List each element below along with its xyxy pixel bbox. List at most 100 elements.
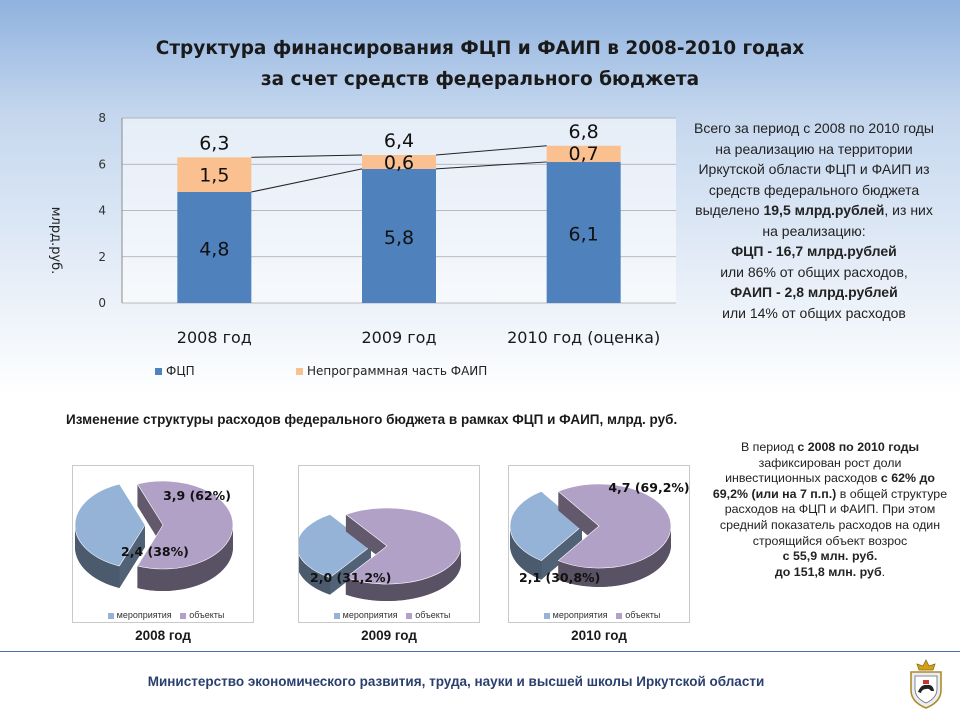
connector-line-fcp	[435, 161, 547, 170]
bar-fcp	[177, 192, 252, 303]
pie-legend: мероприятия объекты	[299, 610, 479, 620]
legend-label-objects: объекты	[415, 610, 451, 620]
pie-slice-events	[509, 491, 583, 580]
pie-slice-top	[299, 514, 372, 578]
legend-label-objects: объекты	[625, 610, 661, 620]
connector-line-total	[435, 145, 547, 156]
pie-data-label: 2,4 (38%)	[121, 544, 189, 559]
stacked-bar-chart: 0 2 4 6 8 млрд.руб. 2008 год 2009 год 2010 год (…	[48, 111, 676, 378]
pie-slice-top	[136, 480, 234, 570]
y-tick-label: 4	[98, 204, 106, 218]
pie-slice-rim	[510, 526, 542, 580]
legend-swatch-events	[543, 612, 550, 619]
pie-slice-wall	[329, 546, 371, 595]
pie-legend: мероприятия объекты	[73, 610, 253, 620]
pie-svg-2010: 2,1 (30,8%) 4,7 (69,2%)	[509, 480, 689, 587]
section-heading: Изменение структуры расходов федеральног…	[66, 412, 678, 427]
pie-slice-rim	[137, 525, 233, 591]
pie-year-label-2010: 2010 год	[571, 628, 627, 643]
data-label-fcp: 5,8	[384, 227, 414, 249]
pie-slice-rim	[558, 526, 671, 587]
pie-slice-wall	[541, 526, 582, 580]
data-label-fcp: 6,1	[569, 223, 599, 245]
pie-slice-events	[74, 483, 146, 588]
x-tick-label: 2010 год (оценка)	[507, 328, 660, 347]
pie-slice-objects	[345, 507, 462, 601]
legend-label-events: мероприятия	[342, 610, 398, 620]
y-tick-label: 2	[98, 250, 106, 264]
bar-fcp	[362, 168, 436, 303]
summary-faip-share: или 14% от общих расходов	[722, 304, 906, 321]
data-label-total: 6,4	[384, 130, 414, 152]
summary-fcp-share: или 86% от общих расходов,	[720, 263, 908, 280]
connector-line-fcp	[251, 168, 363, 193]
legend-swatch-objects	[616, 612, 623, 619]
data-label-faip: 0,7	[569, 143, 599, 165]
pie-data-label: 4,7 (69,2%)	[608, 480, 689, 495]
pie-slice-objects	[136, 480, 234, 591]
structure-change-note: В период с 2008 по 2010 годы зафиксирова…	[712, 440, 948, 579]
pie-chart-2009: 2,0 (31,2%) мероприятия объекты	[298, 465, 480, 623]
summary-faip: ФАИП - 2,8 млрд.рублей	[730, 284, 898, 300]
pie-data-label: 2,1 (30,8%)	[519, 570, 600, 585]
pie-chart-2010: 2,1 (30,8%) 4,7 (69,2%) мероприятия объек…	[508, 465, 690, 623]
legend-swatch-objects	[180, 612, 187, 619]
pie-slice-wall	[558, 491, 599, 545]
y-tick-label: 0	[98, 296, 106, 310]
legend-swatch-objects	[406, 612, 413, 619]
legend-label-faip: Непрограммная часть ФАИП	[307, 364, 487, 378]
x-tick-label: 2008 год	[177, 328, 252, 347]
pie-slice-top	[345, 507, 462, 585]
legend-swatch-fcp	[155, 368, 162, 375]
pie-slice-top	[509, 491, 583, 561]
pie-slice-wall	[345, 514, 387, 563]
legend-swatch-events	[107, 612, 114, 619]
bar-faip	[177, 157, 252, 192]
pie-legend: мероприятия объекты	[509, 610, 689, 620]
data-label-total: 6,3	[199, 132, 229, 154]
pie-chart-2008: 2,4 (38%) 3,9 (62%) мероприятия объекты	[72, 465, 254, 623]
bar-faip	[546, 145, 621, 162]
y-axis-label: млрд.руб.	[48, 207, 63, 275]
footer-ministry-name: Министерство экономического развития, тр…	[147, 674, 765, 689]
pie-svg-2009: 2,0 (31,2%)	[299, 507, 462, 601]
footer-divider	[0, 651, 960, 652]
data-label-total: 6,8	[569, 121, 599, 143]
pie-year-label-2008: 2008 год	[135, 628, 191, 643]
data-label-faip: 0,6	[384, 152, 414, 174]
y-tick-label: 8	[98, 111, 106, 125]
pie-slice-wall	[119, 525, 145, 588]
pie-slice-top	[557, 483, 672, 569]
summary-text: Всего за период с 2008 по 2010 годы на р…	[694, 120, 934, 321]
legend-label-events: мероприятия	[116, 610, 172, 620]
pie-slice-objects	[557, 483, 672, 587]
pie-slice-events	[299, 514, 372, 595]
summary-fcp: ФЦП - 16,7 млрд.рублей	[731, 243, 897, 259]
pie-slice-top	[74, 483, 146, 567]
bar-fcp	[546, 161, 621, 303]
pie-slice-rim	[75, 525, 120, 588]
pie-year-label-2009: 2009 год	[361, 628, 417, 643]
legend-swatch-faip	[296, 368, 303, 375]
legend-label-events: мероприятия	[552, 610, 608, 620]
bar-faip	[362, 155, 436, 169]
title-line-2: за счет средств федерального бюджета	[260, 69, 700, 90]
legend-label-objects: объекты	[189, 610, 225, 620]
data-label-fcp: 4,8	[199, 239, 229, 261]
connector-line-total	[251, 154, 363, 158]
title-line-1: Структура финансирования ФЦП и ФАИП в 20…	[155, 38, 805, 59]
y-tick-label: 6	[98, 157, 106, 171]
summary-total: 19,5 млрд.рублей	[763, 202, 885, 218]
legend-swatch-events	[333, 612, 340, 619]
pie-data-label: 3,9 (62%)	[163, 488, 231, 503]
slide-title: Структура финансирования ФЦП и ФАИП в 20…	[0, 33, 960, 95]
irkutsk-coat-of-arms-icon	[910, 659, 942, 709]
pie-svg-2008: 2,4 (38%) 3,9 (62%)	[74, 480, 234, 591]
x-tick-label: 2009 год	[361, 328, 436, 347]
legend-label-fcp: ФЦП	[166, 364, 195, 378]
pie-data-label: 2,0 (31,2%)	[310, 570, 391, 585]
pie-slice-rim	[299, 554, 330, 595]
pie-slice-rim	[345, 546, 461, 601]
data-label-faip: 1,5	[199, 165, 229, 187]
pie-slice-wall	[137, 484, 163, 547]
